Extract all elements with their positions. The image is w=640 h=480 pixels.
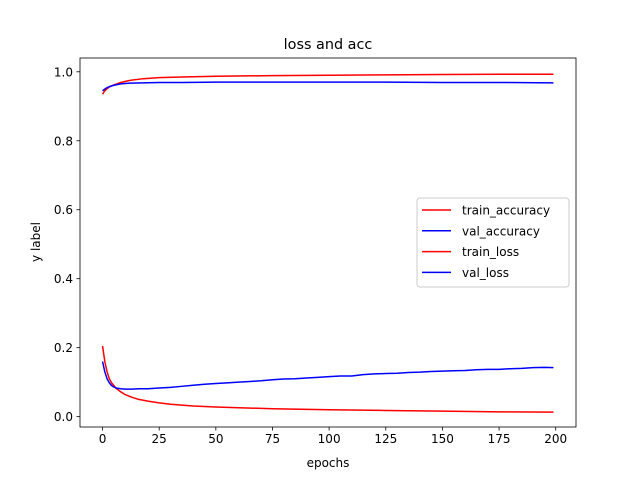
y-tick-label: 0.6 (54, 203, 73, 217)
x-tick-label: 175 (488, 432, 511, 446)
legend-label-train_loss: train_loss (462, 245, 519, 259)
legend-label-train_accuracy: train_accuracy (462, 204, 550, 218)
x-tick-label: 200 (544, 432, 567, 446)
x-tick-label: 25 (152, 432, 167, 446)
x-tick-label: 75 (265, 432, 280, 446)
axes-frame (79, 57, 577, 428)
y-tick-label: 0.4 (54, 272, 73, 286)
plot-area: 0 25 50 75 100 125 150 175 200 0.0 0.2 0.4 0.6 0.8 1.0… (54, 57, 577, 446)
y-tick-label: 0.2 (54, 341, 73, 355)
y-tick-label: 1.0 (54, 65, 73, 79)
y-tick-label: 0.8 (54, 134, 73, 148)
x-axis-label: epochs (307, 456, 350, 470)
x-tick-label: 150 (431, 432, 454, 446)
series-line-val_accuracy (102, 81, 554, 92)
legend-label-val_accuracy: val_accuracy (462, 224, 540, 238)
series-line-val_loss (101, 361, 554, 390)
y-tick-label: 0.0 (54, 410, 73, 424)
x-tick-label: 100 (318, 432, 341, 446)
x-tick-label: 125 (374, 432, 397, 446)
chart-title: loss and acc (284, 37, 373, 53)
series-line-train_loss (101, 345, 554, 413)
legend-box (416, 197, 570, 288)
x-tick-label: 50 (208, 432, 223, 446)
y-axis-label: y label (29, 222, 43, 262)
legend-label-val_loss: val_loss (462, 266, 509, 280)
x-tick-label: 0 (99, 432, 107, 446)
